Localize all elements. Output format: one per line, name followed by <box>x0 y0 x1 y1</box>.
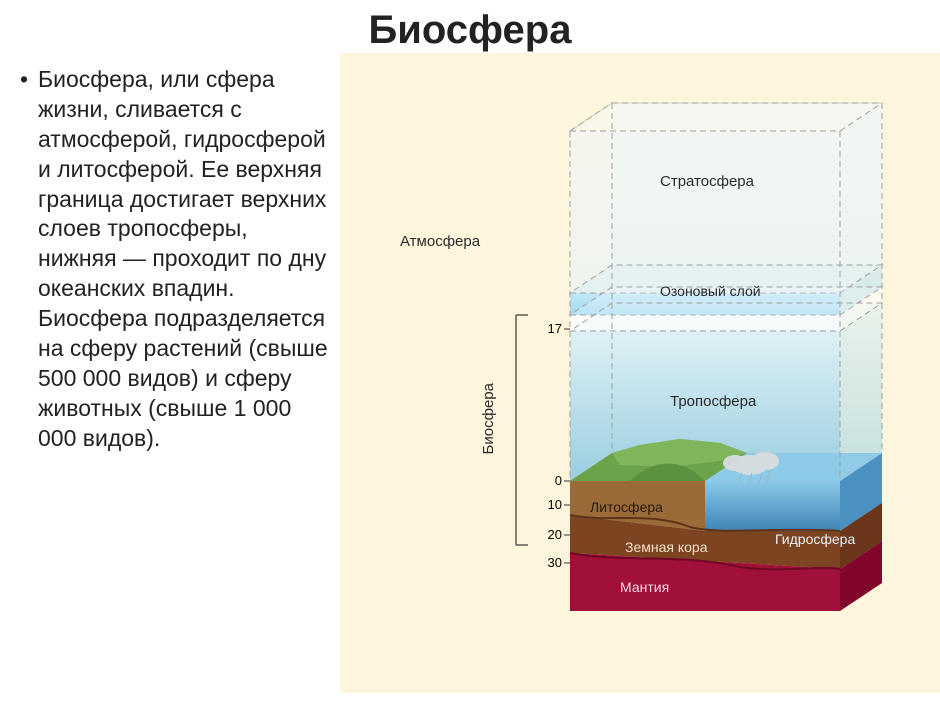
tick-0: 0 <box>534 473 562 488</box>
label-crust: Земная кора <box>625 539 708 555</box>
body-text: Биосфера, или сфера жизни, сливается с а… <box>38 65 332 454</box>
page-title: Биосфера <box>0 0 940 53</box>
content: • Биосфера, или сфера жизни, сливается с… <box>0 53 940 693</box>
bullet-icon: • <box>20 65 38 454</box>
label-ozone: Озоновый слой <box>660 283 761 299</box>
text-column: • Биосфера, или сфера жизни, сливается с… <box>0 53 340 693</box>
label-mantle: Мантия <box>620 579 669 595</box>
biosphere-diagram: Атмосфера Биосфера Стратосфера Озоновый … <box>420 83 890 643</box>
tick-20: 20 <box>534 527 562 542</box>
label-stratosphere: Стратосфера <box>660 173 754 190</box>
label-lithosphere: Литосфера <box>590 499 663 515</box>
label-troposphere: Тропосфера <box>670 393 756 410</box>
biosphere-bracket <box>516 315 528 545</box>
label-biosphere: Биосфера <box>480 383 497 454</box>
label-atmosphere: Атмосфера <box>400 233 480 250</box>
ground-block <box>570 439 882 611</box>
diagram-svg <box>420 83 890 643</box>
cube-top <box>570 103 882 131</box>
label-hydrosphere: Гидросфера <box>775 531 855 547</box>
tick-30: 30 <box>534 555 562 570</box>
ticks <box>564 329 570 563</box>
diagram-column: Атмосфера Биосфера Стратосфера Озоновый … <box>340 53 940 693</box>
tick-10: 10 <box>534 497 562 512</box>
tick-17: 17 <box>534 321 562 336</box>
